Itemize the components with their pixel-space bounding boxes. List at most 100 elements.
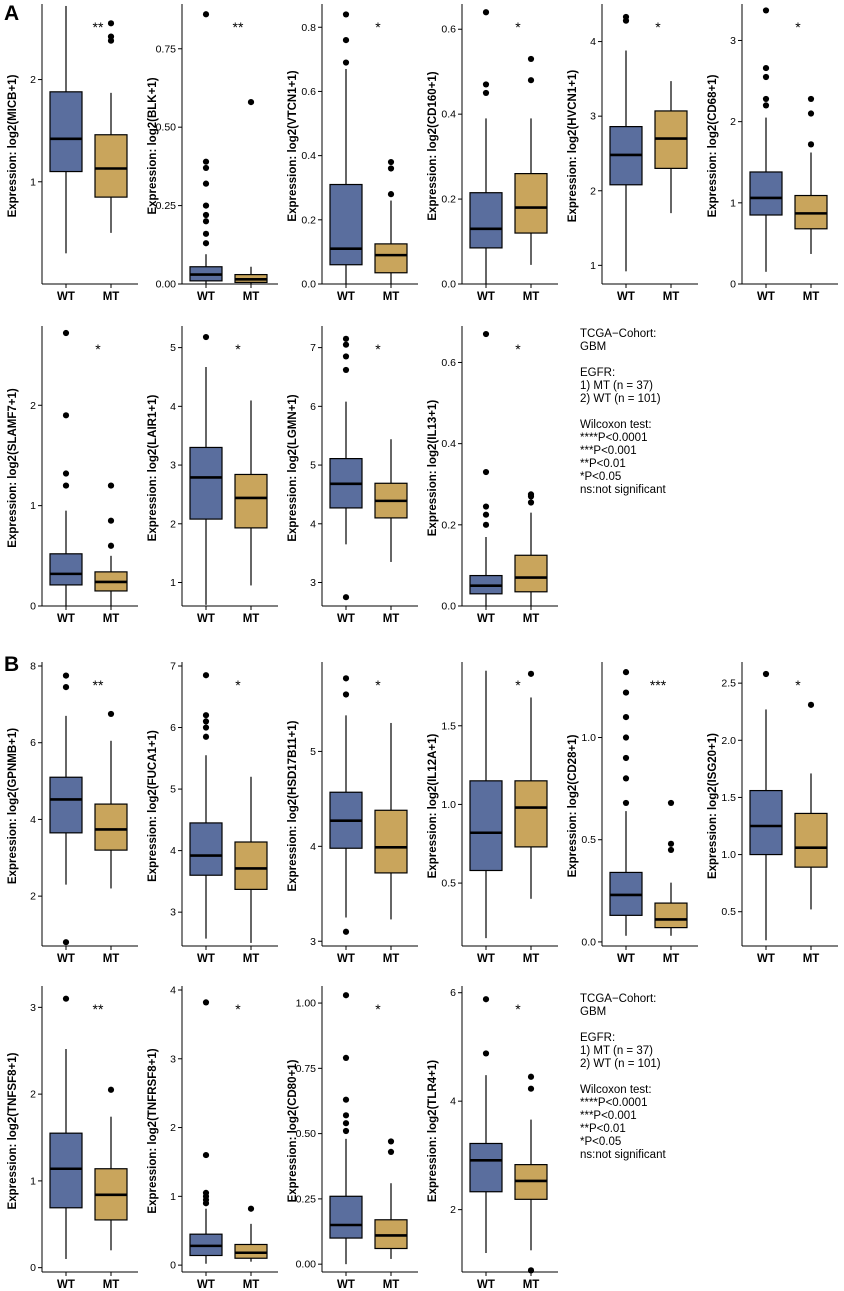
y-axis-title: Expression: log2(VTCN1+1): [287, 70, 299, 221]
wt-box: [189, 999, 223, 1264]
legend-line: ****P<0.0001: [580, 1097, 648, 1109]
iqr-box: [329, 1195, 363, 1239]
significance-label: *: [375, 1001, 381, 1017]
y-axis-title: Expression: log2(CD68+1): [707, 74, 719, 217]
boxplot-hvcn1: 1 2 3 4 Expression: log2(HVCN1+1) WT MT *: [567, 4, 698, 303]
x-tick-label: MT: [103, 613, 120, 625]
legend-line: TCGA−Cohort:: [580, 993, 657, 1005]
outlier-point: [202, 712, 210, 719]
y-tick-label: 0.6: [301, 86, 316, 98]
y-tick-label: 3: [170, 1053, 176, 1065]
outlier-point: [807, 95, 815, 103]
outlier-point: [527, 55, 535, 63]
y-tick-label: 1: [170, 1191, 176, 1203]
significance-label: **: [233, 19, 244, 35]
y-tick-label: 0.2: [301, 214, 316, 226]
x-tick-label: MT: [663, 291, 680, 303]
outlier-point: [622, 754, 630, 762]
y-tick-label: 4: [170, 985, 176, 997]
outlier-point: [202, 230, 210, 237]
boxplot-hsd17b11: 3 4 5 Expression: log2(HSD17B11+1) WT MT *: [287, 662, 418, 965]
legend-line: 1) MT (n = 37): [580, 1045, 653, 1057]
iqr-box: [749, 171, 783, 216]
outlier-point: [202, 164, 210, 172]
y-tick-label: 2: [170, 518, 176, 530]
significance-label: *: [375, 341, 381, 357]
legend-line: Wilcoxon test:: [580, 1084, 652, 1096]
iqr-box: [49, 91, 83, 173]
outlier-point: [527, 491, 535, 498]
outlier-point: [107, 517, 115, 524]
iqr-box: [469, 192, 503, 249]
outlier-point: [342, 11, 350, 18]
y-tick-label: 0.25: [156, 200, 177, 212]
y-tick-label: 5: [170, 342, 176, 354]
outlier-point: [622, 799, 630, 807]
iqr-box: [374, 1219, 408, 1250]
iqr-box: [514, 780, 548, 848]
legend-line: Wilcoxon test:: [580, 419, 652, 431]
mt-box: [794, 701, 828, 910]
legend-line: [580, 1071, 666, 1084]
legend-line: ****P<0.0001: [580, 432, 648, 444]
significance-label: *: [655, 19, 661, 35]
x-tick-label: MT: [383, 613, 400, 625]
y-tick-label: 0.0: [441, 279, 456, 291]
y-tick-label: 3: [310, 577, 316, 589]
outlier-point: [482, 521, 490, 528]
iqr-box: [49, 553, 83, 586]
y-axis-title: Expression: log2(IL12A+1): [427, 733, 439, 878]
y-tick-label: 2: [170, 1122, 176, 1134]
y-tick-label: 5: [310, 460, 316, 472]
x-tick-label: WT: [477, 953, 495, 965]
significance-label: **: [93, 19, 104, 35]
y-tick-label: 0.75: [296, 1063, 317, 1075]
outlier-point: [342, 675, 350, 682]
wt-box: [469, 9, 503, 284]
outlier-point: [202, 672, 210, 679]
outlier-point: [622, 713, 630, 721]
outlier-point: [342, 1112, 350, 1119]
significance-label: ***: [650, 677, 667, 693]
x-tick-label: WT: [57, 953, 75, 965]
outlier-point: [62, 995, 70, 1002]
outlier-point: [622, 734, 630, 741]
iqr-box: [49, 776, 83, 834]
y-axis-title: Expression: log2(HVCN1+1): [567, 70, 579, 223]
outlier-point: [202, 202, 210, 209]
boxplot-slamf7: 0 1 2 Expression: log2(SLAMF7+1) WT MT *: [7, 326, 138, 625]
outlier-point: [762, 102, 770, 109]
mt-box: [234, 98, 268, 284]
y-axis-title: Expression: log2(LAIR1+1): [147, 395, 159, 542]
outlier-point: [527, 1073, 535, 1080]
x-tick-label: MT: [243, 291, 260, 303]
boxplot-gpnmb: 2 4 6 8 Expression: log2(GPNMB+1) WT MT **: [7, 661, 138, 965]
legend-line: ns:not significant: [580, 484, 666, 496]
outlier-point: [202, 333, 210, 341]
y-tick-label: 3: [310, 936, 316, 948]
boxplot-lair1: 1 2 3 4 5 Expression: log2(LAIR1+1) WT MT *: [147, 326, 278, 625]
y-tick-label: 0.6: [441, 24, 456, 36]
wt-box: [329, 992, 363, 1265]
outlier-point: [62, 470, 70, 477]
x-tick-label: WT: [197, 291, 215, 303]
y-tick-label: 4: [30, 814, 36, 826]
y-tick-label: 2.0: [721, 735, 736, 747]
outlier-point: [527, 1267, 535, 1274]
outlier-point: [342, 353, 350, 360]
outlier-point: [202, 724, 210, 731]
outlier-point: [667, 840, 675, 847]
y-tick-label: 7: [170, 661, 176, 673]
iqr-box: [234, 841, 268, 890]
y-tick-label: 3: [30, 1002, 36, 1014]
x-tick-label: MT: [523, 1279, 540, 1291]
legend-panel-a: TCGA−Cohort: GBM EGFR: 1) MT (n = 37) 2)…: [580, 328, 666, 497]
wt-box: [49, 329, 83, 606]
y-tick-label: 0.2: [441, 194, 456, 206]
mt-box: [654, 81, 688, 214]
x-tick-label: MT: [803, 953, 820, 965]
legend-line: EGFR:: [580, 367, 616, 379]
y-tick-label: 3: [730, 35, 736, 47]
mt-box: [234, 400, 268, 586]
